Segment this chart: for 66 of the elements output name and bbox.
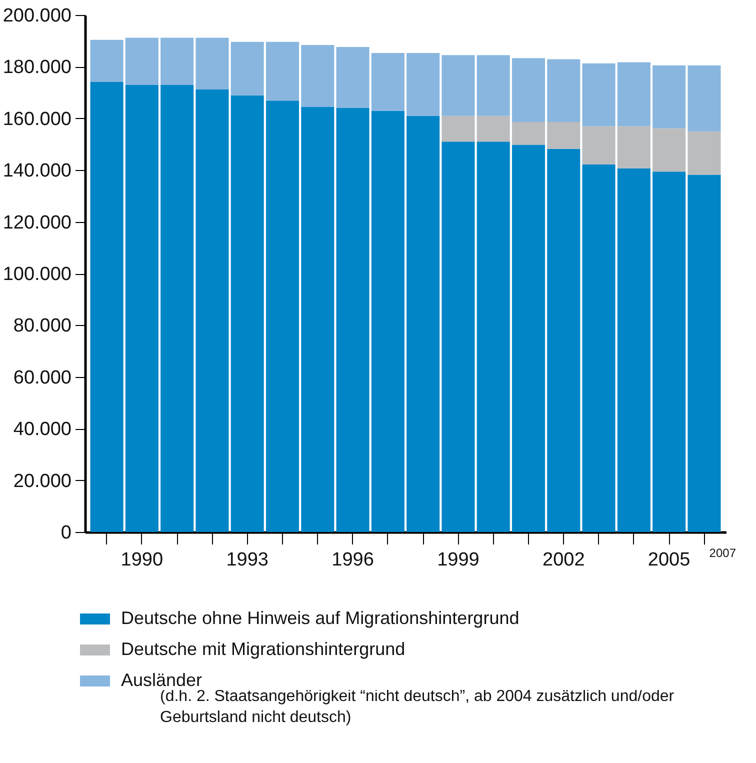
x-tick-label: 2005 (648, 550, 690, 570)
y-tick-label: 160.000 (2, 108, 72, 130)
y-tick-label: 100.000 (2, 264, 72, 285)
bar (476, 116, 510, 142)
bar (652, 128, 686, 172)
bar (230, 42, 264, 96)
x-tick-label: 1990 (120, 550, 164, 570)
bar (582, 126, 616, 164)
bar (512, 122, 546, 145)
bar (160, 85, 194, 532)
bar (547, 59, 580, 122)
bar (336, 47, 370, 108)
y-tick-label: 60.000 (13, 367, 72, 388)
bar (617, 62, 650, 126)
bar (301, 44, 334, 107)
bar (266, 42, 300, 101)
y-tick-label: 80.000 (13, 316, 72, 337)
legend-label: Deutsche mit Migrationshintergrund (121, 639, 406, 659)
bar (652, 65, 686, 128)
bar (512, 144, 546, 532)
bar (476, 55, 510, 116)
text: (d.h. 2. Staatsangehörigkeit “nicht deutsch”, ab 2004 zusätzlich und/oder Geburtsland nicht deutsch) (160, 687, 676, 728)
bar (266, 100, 300, 532)
x-tick-label: 1996 (332, 550, 374, 570)
y-tick-label: 20.000 (13, 470, 72, 492)
bar (196, 89, 229, 532)
bar (196, 38, 229, 90)
bar (406, 53, 440, 116)
bar (582, 63, 616, 126)
bar (160, 38, 194, 86)
bar (476, 142, 510, 532)
x-tick-label: 1999 (437, 550, 480, 570)
bar (442, 116, 475, 142)
text: 2007 (709, 546, 736, 560)
bar (547, 122, 580, 149)
y-tick-label: 140.000 (2, 160, 72, 182)
bar (371, 53, 404, 111)
y-tick-label: 40.000 (13, 419, 72, 440)
y-tick-label: 180.000 (2, 57, 72, 78)
bar (125, 85, 158, 532)
y-tick-label: 0 (60, 522, 72, 544)
bar (688, 131, 721, 175)
bar (90, 82, 124, 532)
bar (442, 142, 475, 532)
bar (90, 40, 124, 82)
bar (617, 126, 650, 169)
bar (406, 116, 440, 532)
legend-label: Deutsche ohne Hinweis auf Migrationshintergrund (121, 608, 520, 628)
y-tick-label: 200.000 (2, 6, 72, 26)
x-tick-label: 1993 (226, 550, 268, 570)
legend-label: Ausländer (121, 670, 202, 690)
bar (125, 38, 158, 86)
bar (301, 106, 334, 532)
x-tick-label: 2002 (542, 550, 585, 570)
bar (371, 110, 404, 532)
bar (336, 108, 370, 532)
y-tick-label: 120.000 (2, 212, 72, 234)
bar (652, 172, 686, 532)
bar (547, 148, 580, 532)
bar (688, 174, 721, 532)
bar (230, 95, 264, 532)
bar (512, 58, 546, 122)
bar (617, 168, 650, 532)
bar (582, 164, 616, 532)
bar (688, 65, 721, 132)
bar (442, 55, 475, 116)
